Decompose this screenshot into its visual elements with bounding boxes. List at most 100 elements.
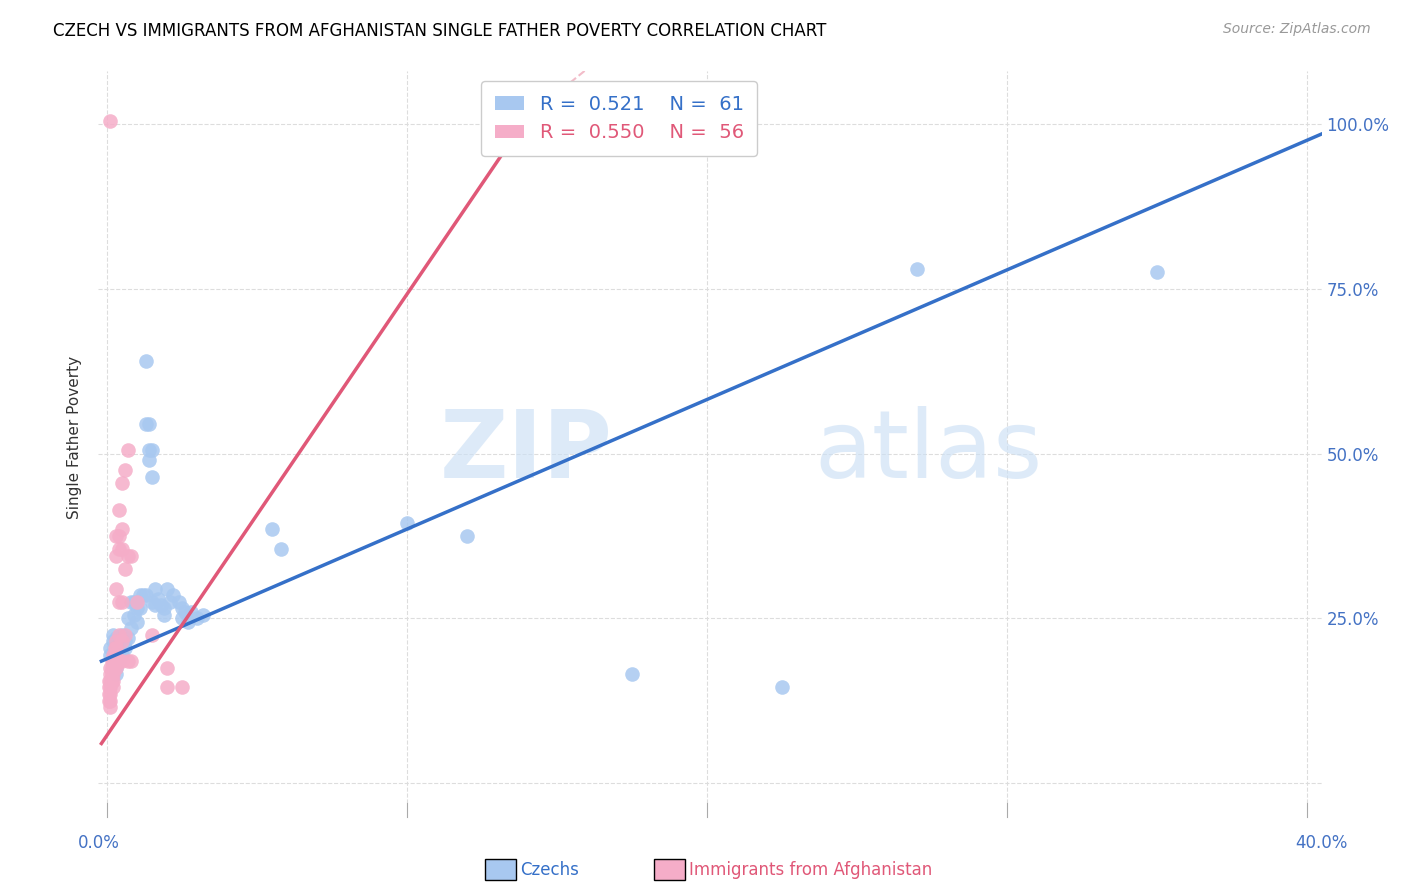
Point	[103, 628, 125, 642]
Point	[117, 611, 139, 625]
Text: Czechs: Czechs	[520, 861, 579, 879]
Point	[186, 611, 208, 625]
Point	[174, 605, 197, 619]
Point	[108, 542, 131, 557]
Point	[270, 542, 292, 557]
Point	[145, 582, 167, 596]
Point	[129, 601, 152, 615]
Point	[153, 601, 176, 615]
Point	[153, 607, 176, 622]
Point	[156, 681, 179, 695]
Point	[621, 667, 644, 681]
Point	[103, 654, 125, 668]
Point	[127, 601, 149, 615]
Point	[456, 529, 478, 543]
Point	[156, 582, 179, 596]
Point	[100, 667, 122, 681]
Point	[105, 634, 128, 648]
Text: ZIP: ZIP	[439, 406, 612, 498]
Point	[124, 595, 146, 609]
Point	[262, 522, 284, 536]
Point	[129, 588, 152, 602]
Point	[104, 648, 127, 662]
Point	[148, 591, 170, 606]
Point	[114, 640, 136, 655]
Point	[120, 595, 142, 609]
Point	[103, 673, 125, 688]
Point	[193, 607, 215, 622]
Point	[114, 628, 136, 642]
Point	[138, 417, 160, 431]
Point	[100, 640, 122, 655]
Point	[138, 443, 160, 458]
Text: 40.0%: 40.0%	[1295, 834, 1348, 852]
Point	[101, 661, 124, 675]
Point	[111, 648, 134, 662]
Point	[111, 634, 134, 648]
Point	[117, 631, 139, 645]
Point	[103, 667, 125, 681]
Point	[162, 588, 184, 602]
Point	[103, 634, 125, 648]
Point	[114, 463, 136, 477]
Point	[135, 354, 157, 368]
Point	[108, 502, 131, 516]
Point	[169, 595, 191, 609]
Point	[127, 595, 149, 609]
Point	[97, 681, 120, 695]
Point	[105, 549, 128, 563]
Point	[108, 640, 131, 655]
Point	[120, 654, 142, 668]
Point	[105, 582, 128, 596]
Point	[105, 529, 128, 543]
Point	[111, 522, 134, 536]
Point	[104, 654, 127, 668]
Point	[396, 516, 419, 530]
Point	[141, 469, 163, 483]
Point	[117, 549, 139, 563]
Text: atlas: atlas	[814, 406, 1042, 498]
Point	[141, 628, 163, 642]
Point	[101, 654, 124, 668]
Text: 0.0%: 0.0%	[77, 834, 120, 852]
Text: Source: ZipAtlas.com: Source: ZipAtlas.com	[1223, 22, 1371, 37]
Point	[172, 601, 194, 615]
Point	[100, 681, 122, 695]
Point	[111, 628, 134, 642]
Point	[108, 648, 131, 662]
Point	[97, 673, 120, 688]
Point	[177, 615, 200, 629]
Point	[135, 588, 157, 602]
Point	[111, 640, 134, 655]
Point	[114, 562, 136, 576]
Point	[180, 605, 202, 619]
Point	[172, 611, 194, 625]
Point	[120, 621, 142, 635]
Point	[97, 687, 120, 701]
Point	[105, 661, 128, 675]
Point	[150, 598, 173, 612]
Point	[114, 634, 136, 648]
Point	[108, 654, 131, 668]
Point	[138, 453, 160, 467]
Point	[108, 595, 131, 609]
Point	[120, 549, 142, 563]
Point	[172, 681, 194, 695]
Point	[101, 667, 124, 681]
Point	[1146, 265, 1168, 279]
Point	[100, 648, 122, 662]
Point	[132, 588, 155, 602]
Point	[105, 648, 128, 662]
Point	[141, 595, 163, 609]
Point	[145, 598, 167, 612]
Point	[108, 529, 131, 543]
Point	[100, 687, 122, 701]
Point	[104, 640, 127, 655]
Point	[105, 640, 128, 655]
Point	[103, 681, 125, 695]
Text: Immigrants from Afghanistan: Immigrants from Afghanistan	[689, 861, 932, 879]
Point	[159, 595, 181, 609]
Point	[127, 615, 149, 629]
Point	[108, 654, 131, 668]
Point	[100, 661, 122, 675]
